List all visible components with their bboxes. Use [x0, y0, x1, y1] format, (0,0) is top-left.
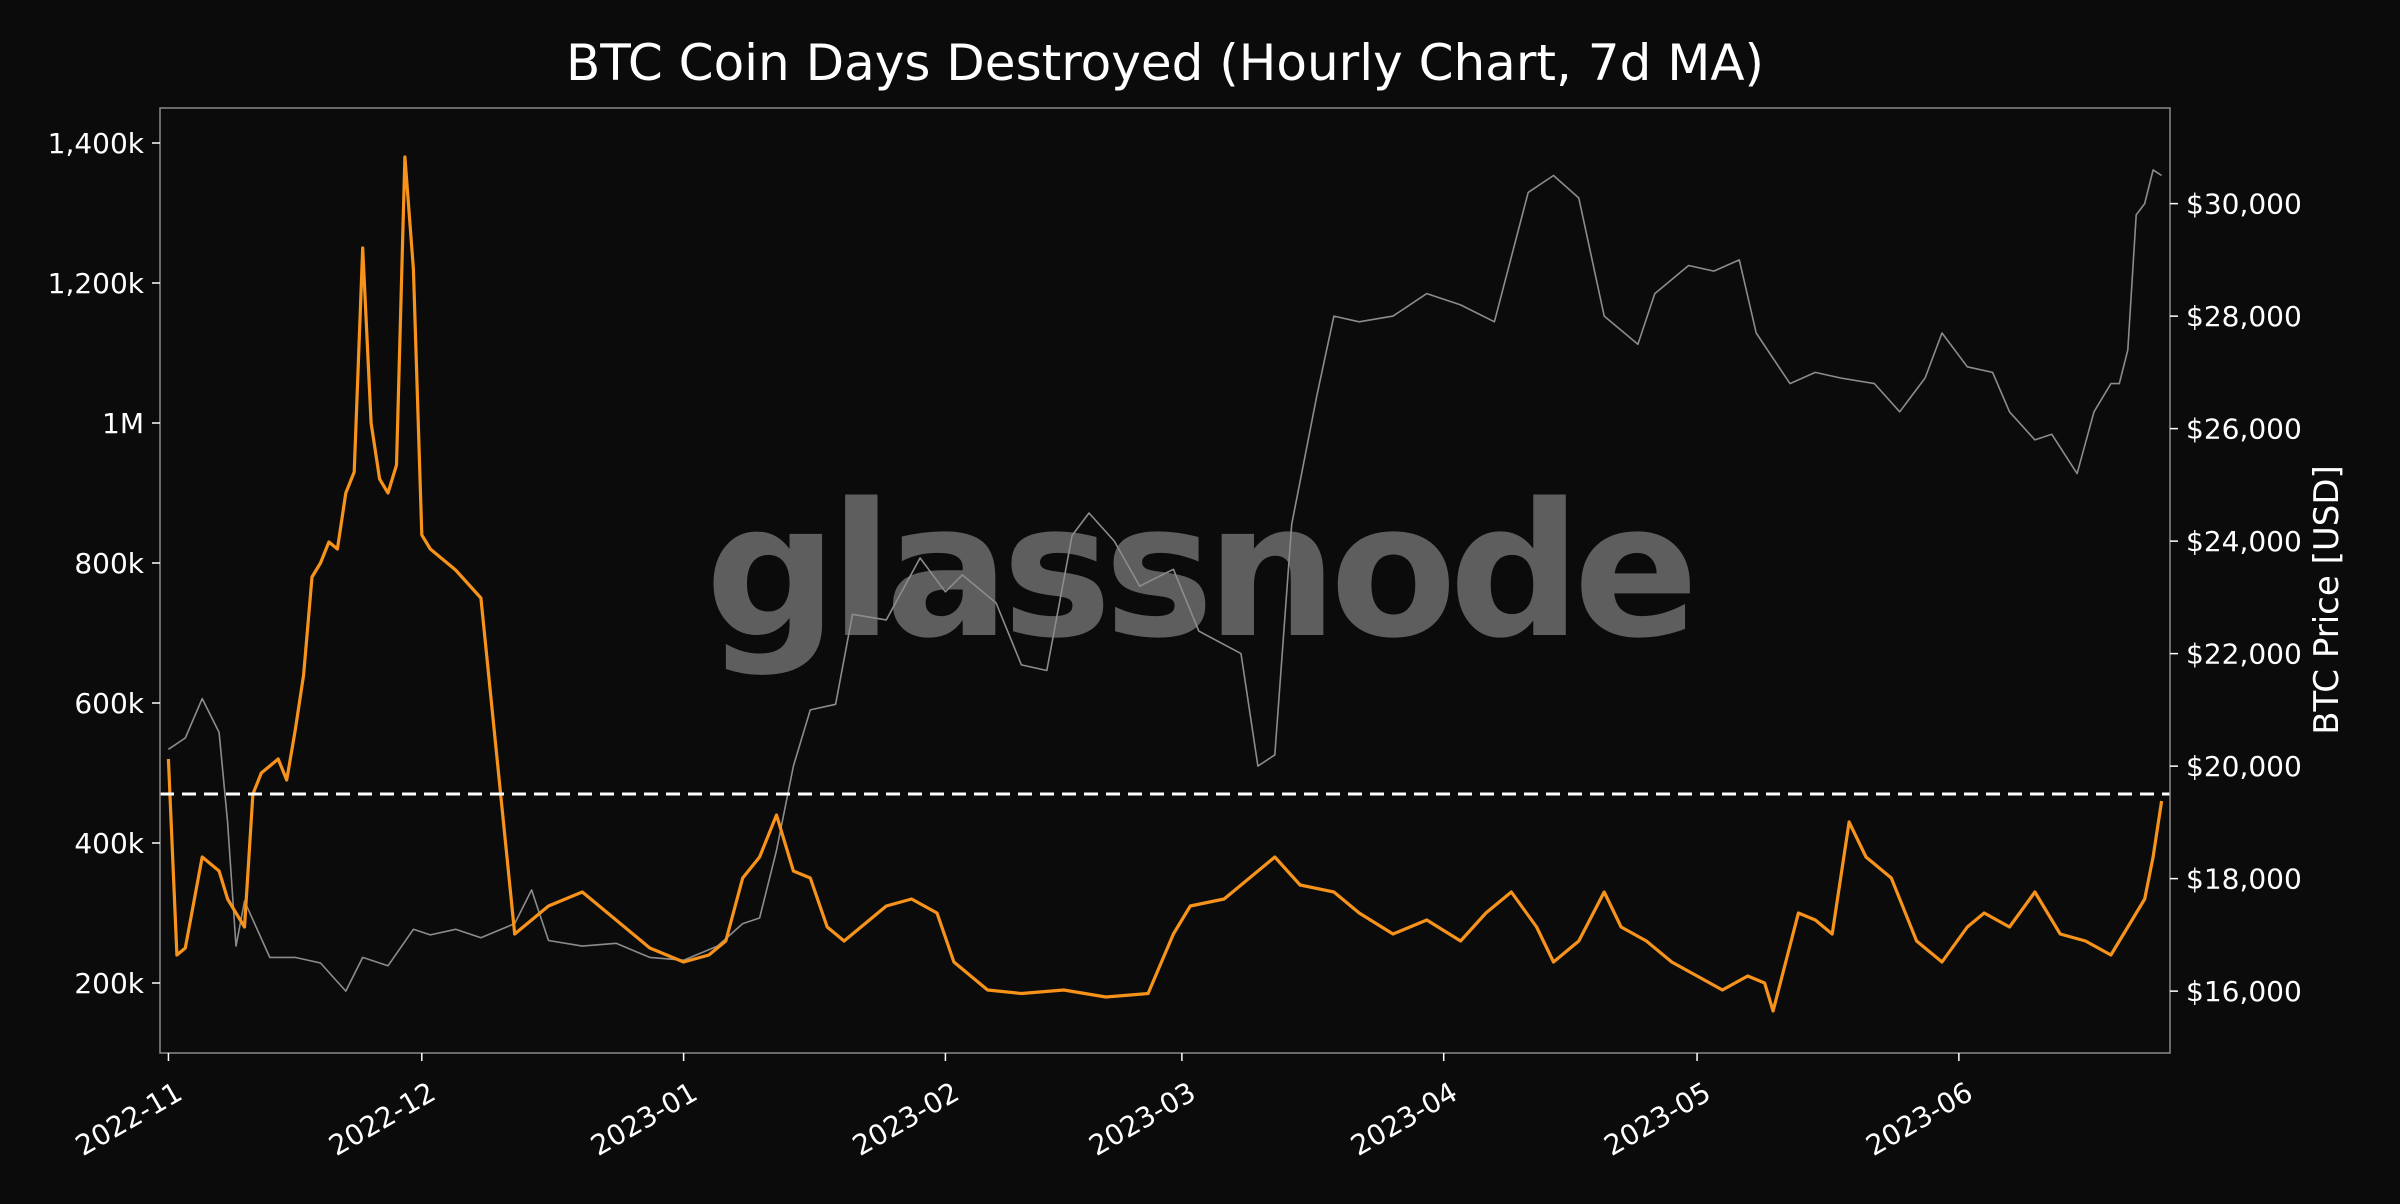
series-layer [160, 155, 2170, 1013]
y-right-tick-label: $28,000 [2186, 300, 2302, 333]
coin-days-destroyed-line [166, 155, 2164, 1013]
y-left-tick-label: 1,200k [48, 267, 145, 300]
y-left-tick-label: 800k [74, 547, 144, 580]
y-left-tick-label: 1M [102, 407, 144, 440]
y-right-tick-label: $26,000 [2186, 413, 2302, 446]
y-right-tick-label: $30,000 [2186, 188, 2302, 221]
y-left-tick-label: 1,400k [48, 127, 145, 160]
glassnode-watermark: glassnode [705, 463, 1691, 679]
btc-price-line [167, 169, 2163, 992]
y-left-tick-label: 400k [74, 827, 144, 860]
y-right-tick-label: $18,000 [2186, 863, 2302, 896]
chart-title: BTC Coin Days Destroyed (Hourly Chart, 7… [566, 34, 1764, 92]
y-axis-right-label: BTC Price [USD] [2307, 465, 2347, 735]
y-right-tick-label: $16,000 [2186, 975, 2302, 1008]
y-left-tick-label: 200k [74, 967, 144, 1000]
plot-frame [159, 107, 2171, 1054]
y-right-tick-label: $24,000 [2186, 525, 2302, 558]
y-right-tick-label: $20,000 [2186, 750, 2302, 783]
y-right-tick-label: $22,000 [2186, 638, 2302, 671]
y-left-tick-label: 600k [74, 687, 144, 720]
